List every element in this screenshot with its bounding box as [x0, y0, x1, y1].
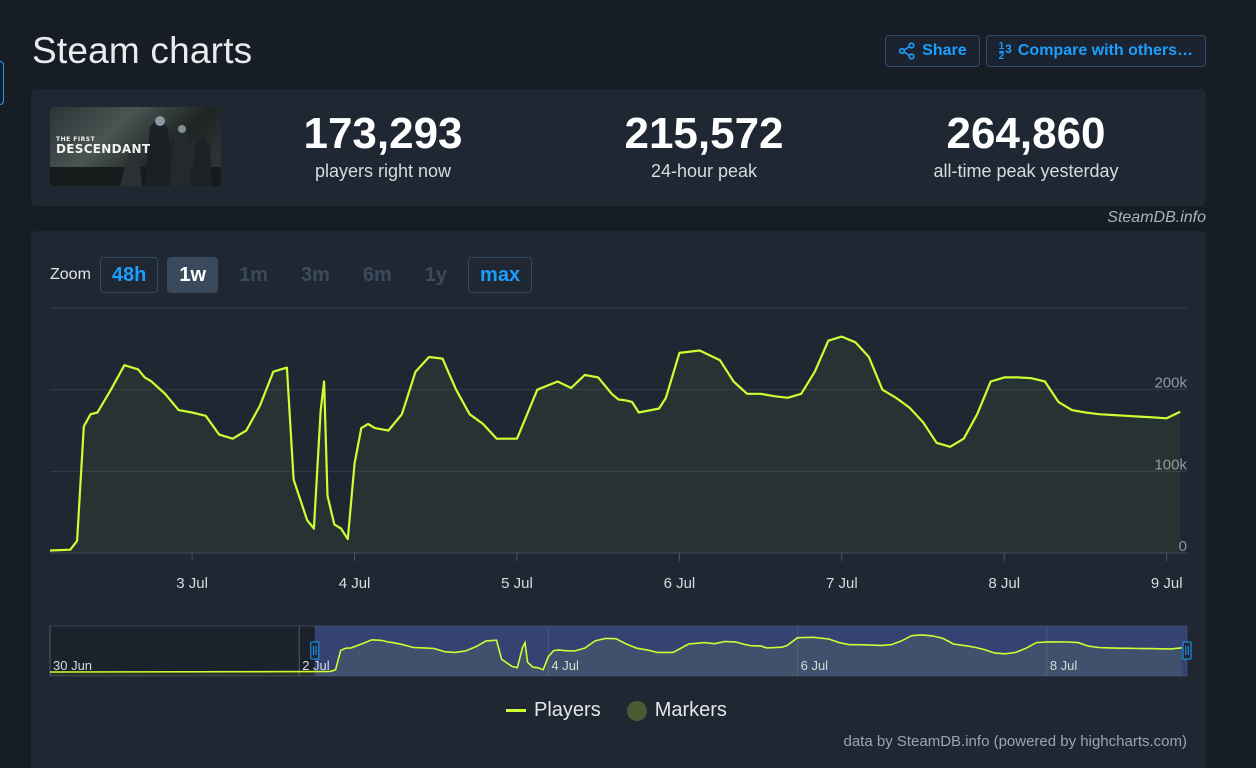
zoom-6m-button: 6m — [351, 257, 404, 293]
zoom-1m-button: 1m — [227, 257, 280, 293]
share-label: Share — [922, 42, 967, 59]
zoom-3m-button: 3m — [289, 257, 342, 293]
compare-button[interactable]: 1 2 3 Compare with others… — [985, 35, 1206, 67]
compare-label: Compare with others… — [1017, 42, 1193, 59]
stat-label: players right now — [314, 161, 452, 181]
compare-icon-bottom: 2 — [998, 50, 1005, 62]
stat-24h-peak: 215,572 24-hour peak — [554, 109, 854, 182]
page-title: Steam charts — [32, 30, 253, 71]
compare-icon-side: 3 — [1005, 41, 1012, 56]
game-thumbnail[interactable]: THE FIRST DESCENDANT — [50, 107, 221, 186]
zoom-1w-button[interactable]: 1w — [167, 257, 219, 293]
game-logo-line2: DESCENDANT — [56, 142, 151, 156]
stat-players-now: 173,293 players right now — [233, 109, 533, 182]
game-art — [50, 115, 221, 186]
stat-label: 24-hour peak — [650, 161, 758, 181]
zoom-1y-button: 1y — [413, 257, 459, 293]
game-logo-line1: THE FIRST — [56, 136, 96, 143]
compare-icon-top: 1 — [998, 40, 1005, 52]
legend-label: Players — [534, 699, 601, 721]
legend-item-markers[interactable]: Markers — [626, 699, 727, 722]
compare-icon: 1 2 3 — [998, 40, 1012, 62]
stat-value: 173,293 — [303, 109, 463, 158]
header-actions: Share 1 2 3 Compare with others… — [885, 35, 1206, 67]
chart-credits[interactable]: data by SteamDB.info (powered by highcha… — [843, 733, 1188, 750]
zoom-max-button[interactable]: max — [468, 257, 533, 293]
legend-dot-swatch — [626, 700, 647, 721]
stat-value: 215,572 — [624, 109, 784, 158]
chart-legend: Players Markers — [506, 699, 727, 722]
legend-line-swatch — [506, 709, 526, 712]
legend-label: Markers — [654, 699, 727, 721]
chart-card: Zoom 48h 1w 1m 3m 6m 1y max Players Mark… — [31, 231, 1206, 768]
zoom-label: Zoom — [50, 266, 91, 283]
stat-value: 264,860 — [946, 109, 1106, 158]
zoom-controls: Zoom 48h 1w 1m 3m 6m 1y max — [50, 257, 541, 293]
stat-label: all-time peak yesterday — [933, 161, 1119, 181]
game-logo: THE FIRST DESCENDANT — [56, 136, 151, 156]
side-panel-tab[interactable] — [0, 61, 4, 105]
legend-item-players[interactable]: Players — [506, 699, 601, 722]
stats-card: THE FIRST DESCENDANT 173,293 players rig… — [31, 89, 1206, 206]
stat-all-time-peak: 264,860 all-time peak yesterday — [876, 109, 1176, 182]
zoom-48h-button[interactable]: 48h — [99, 257, 159, 293]
share-icon — [899, 42, 915, 60]
share-button[interactable]: Share — [885, 35, 980, 67]
steamdb-watermark[interactable]: SteamDB.info — [1107, 209, 1206, 226]
